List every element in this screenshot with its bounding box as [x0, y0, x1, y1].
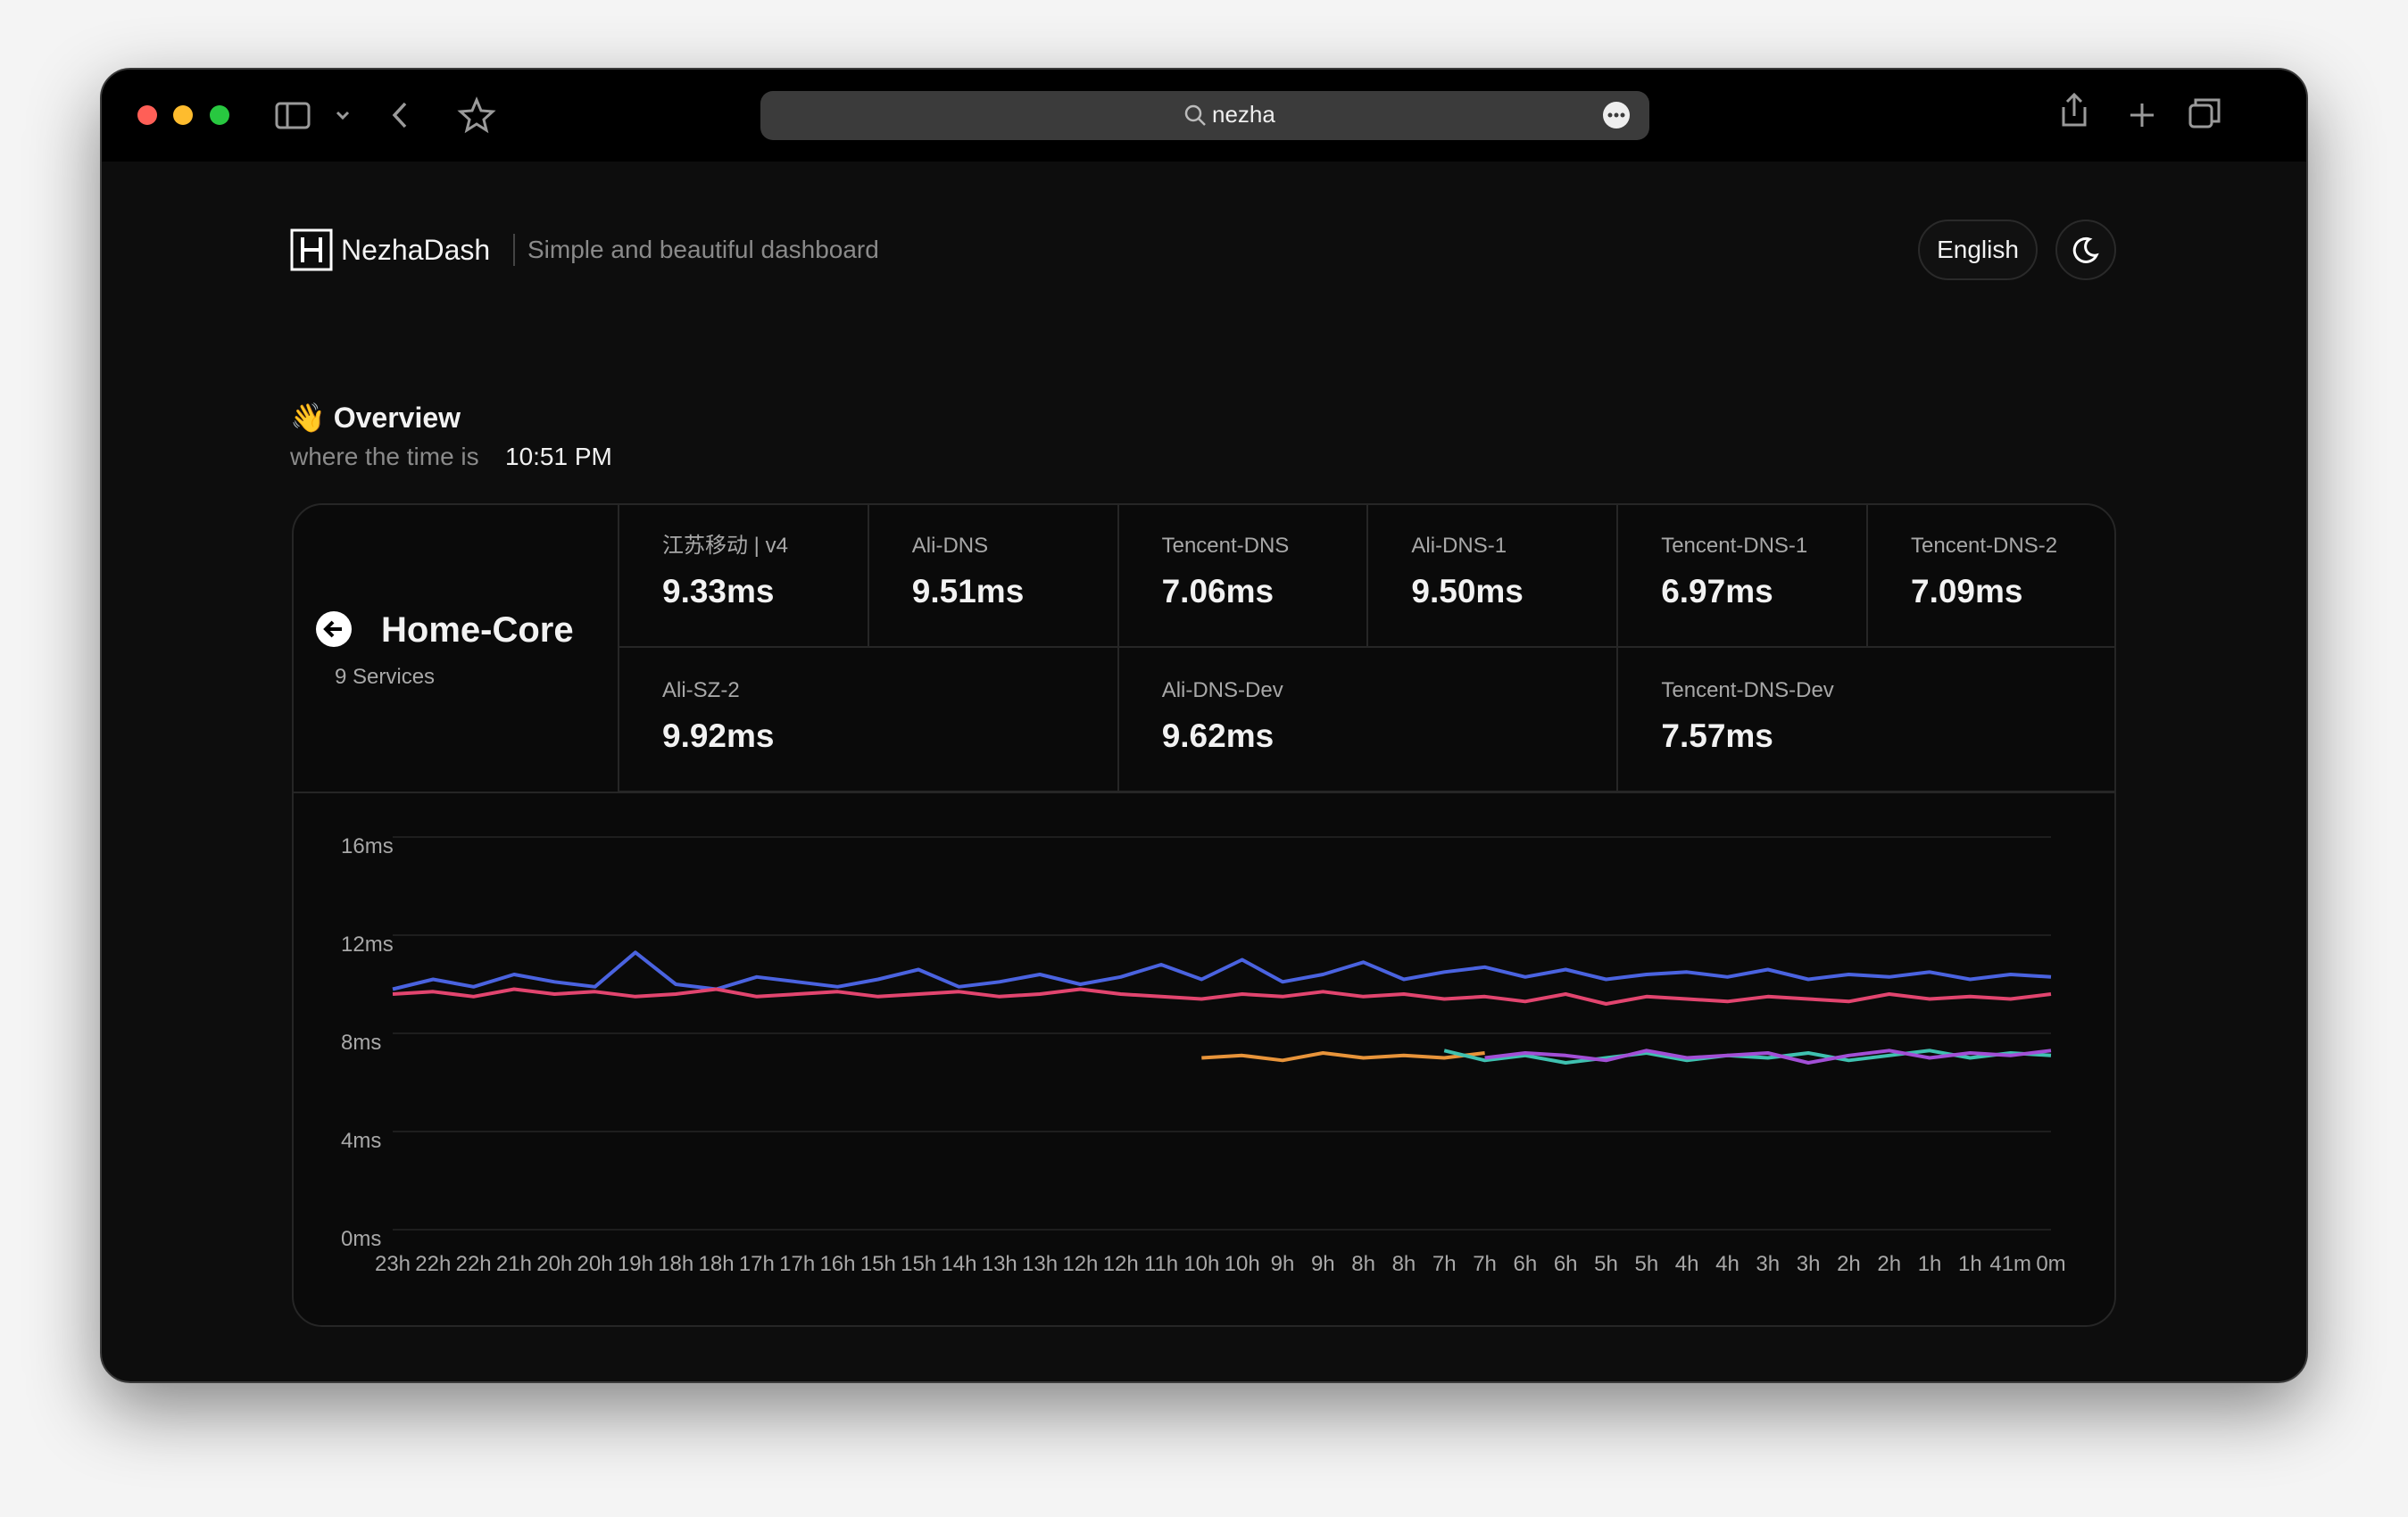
service-name: Tencent-DNS-1 [1661, 534, 1808, 558]
service-cell: Tencent-DNS-Dev 7.57ms [1616, 648, 2117, 792]
divider [292, 792, 2116, 793]
overview-title: 👋 Overview [290, 402, 461, 434]
service-latency: 7.06ms [1161, 573, 1275, 609]
share-button[interactable] [2062, 92, 2087, 127]
service-name: 江苏移动 | v4 [662, 534, 788, 558]
dot [1614, 112, 1619, 118]
service-name: Tencent-DNS-2 [1911, 534, 2058, 558]
time-prefix: where the time is [290, 443, 479, 470]
service-latency: 9.92ms [662, 717, 775, 754]
minimize-button[interactable] [173, 105, 193, 125]
address-text: nezha [1212, 101, 1275, 128]
language-button[interactable]: English [1918, 220, 2038, 280]
zoom-button[interactable] [210, 105, 229, 125]
monitor-card [292, 503, 2116, 1327]
toolbar: nezha [102, 70, 2306, 162]
logo [290, 228, 333, 271]
toolbar-icons: nezha [137, 91, 2221, 140]
service-name: Tencent-DNS-Dev [1661, 678, 1834, 702]
service-name: Ali-DNS-1 [1411, 534, 1507, 558]
service-latency: 9.62ms [1161, 717, 1275, 754]
service-cell: Tencent-DNS-2 7.09ms [1866, 503, 2116, 648]
service-cell: Ali-SZ-2 9.92ms [618, 648, 1117, 792]
service-name: Tencent-DNS [1161, 534, 1290, 558]
divider [513, 234, 515, 266]
dot [1607, 112, 1613, 118]
service-name: Ali-SZ-2 [662, 678, 740, 702]
service-latency: 7.57ms [1661, 717, 1773, 754]
back-icon[interactable] [316, 611, 352, 647]
brand: NezhaDash [341, 234, 491, 266]
search-icon [1198, 118, 1206, 126]
service-cell: Tencent-DNS-1 6.97ms [1616, 503, 1866, 648]
close-button[interactable] [137, 105, 157, 125]
new-tab-button[interactable] [2130, 104, 2154, 127]
service-cell: Ali-DNS 9.51ms [867, 503, 1117, 648]
search-icon [1184, 104, 1202, 122]
service-name: Ali-DNS [911, 534, 989, 558]
service-latency: 7.09ms [1911, 573, 2023, 609]
back-button[interactable] [392, 102, 407, 128]
tabs-button[interactable] [2188, 98, 2221, 128]
tagline: Simple and beautiful dashboard [527, 236, 879, 263]
service-cell: Ali-DNS-Dev 9.62ms [1117, 648, 1617, 792]
group-name[interactable]: Home-Core [381, 610, 574, 650]
dot [1620, 112, 1625, 118]
sidebar-button[interactable] [275, 102, 350, 129]
service-latency: 9.51ms [911, 573, 1025, 609]
service-count: 9 Services [335, 665, 436, 689]
service-cell: Tencent-DNS 7.06ms [1117, 503, 1367, 648]
service-latency: 9.50ms [1411, 573, 1524, 609]
bookmark-button[interactable] [457, 96, 496, 134]
theme-button[interactable] [2055, 220, 2116, 280]
service-cell: 江苏移动 | v4 9.33ms [618, 503, 868, 648]
service-latency: 9.33ms [662, 573, 775, 609]
service-name: Ali-DNS-Dev [1161, 678, 1283, 702]
time: 10:51 PM [505, 443, 612, 470]
address-bar[interactable] [760, 91, 1649, 140]
service-cell: Ali-DNS-1 9.50ms [1366, 503, 1617, 648]
service-latency: 6.97ms [1661, 573, 1773, 609]
